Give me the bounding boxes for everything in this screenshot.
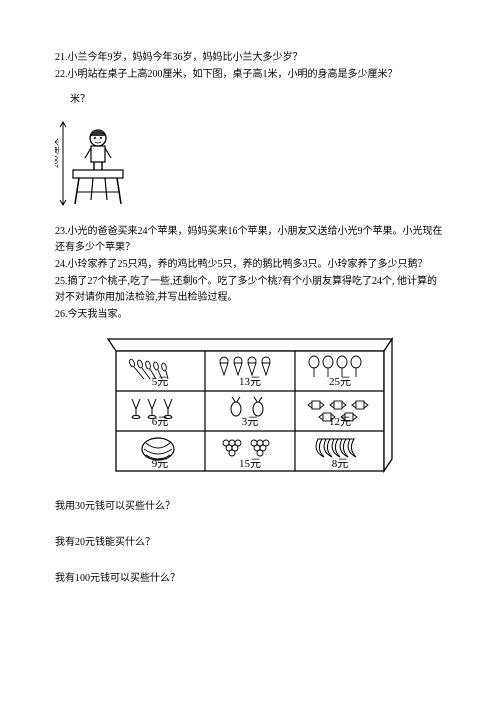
- cell-price: 15元: [239, 458, 261, 470]
- cell-price: 8元: [332, 458, 349, 470]
- cell-price: 6元: [152, 416, 169, 428]
- svg-text:200 厘米: 200 厘米: [55, 138, 60, 168]
- cell-price: 9元: [152, 458, 169, 470]
- problem-22-unit: 米？: [55, 92, 445, 108]
- cell-price: 5元: [152, 376, 169, 388]
- question-100: 我有100元钱可以买些什么？: [55, 571, 445, 587]
- cell-price: 12元: [329, 416, 351, 428]
- question-20: 我有20元钱能买什么？: [55, 535, 445, 551]
- boy-on-table-figure: 200 厘米: [55, 118, 445, 210]
- problem-22: 22.小明站在桌子上高200厘米，如下图，桌子高1米，小明的身高是多少厘米？: [55, 67, 445, 83]
- problem-24: 24.小玲家养了25只鸡，养的鸡比鸭少5只，养的鹅比鸭多3只。小玲家养了多少只鹅…: [55, 257, 445, 273]
- problem-23: 23.小光的爸爸买来24个苹果，妈妈买来16个苹果，小朋友又送给小光9个苹果。小…: [55, 224, 445, 256]
- cell-price: 3元: [242, 416, 259, 428]
- problem-26: 26.今天我当家。: [55, 307, 445, 323]
- question-30: 我用30元钱可以买些什么？: [55, 499, 445, 515]
- cell-price: 13元: [239, 376, 261, 388]
- problem-25: 25.摘了27个桃子,吃了一些,还剩6个。吃了多少个桃?有个小朋友算得吃了24个…: [55, 274, 445, 306]
- cell-price: 25元: [329, 376, 351, 388]
- problem-21: 21.小兰今年9岁，妈妈今年36岁，妈妈比小兰大多少岁？: [55, 50, 445, 66]
- price-grid-table: 5元 13元 25元 6元: [100, 329, 400, 479]
